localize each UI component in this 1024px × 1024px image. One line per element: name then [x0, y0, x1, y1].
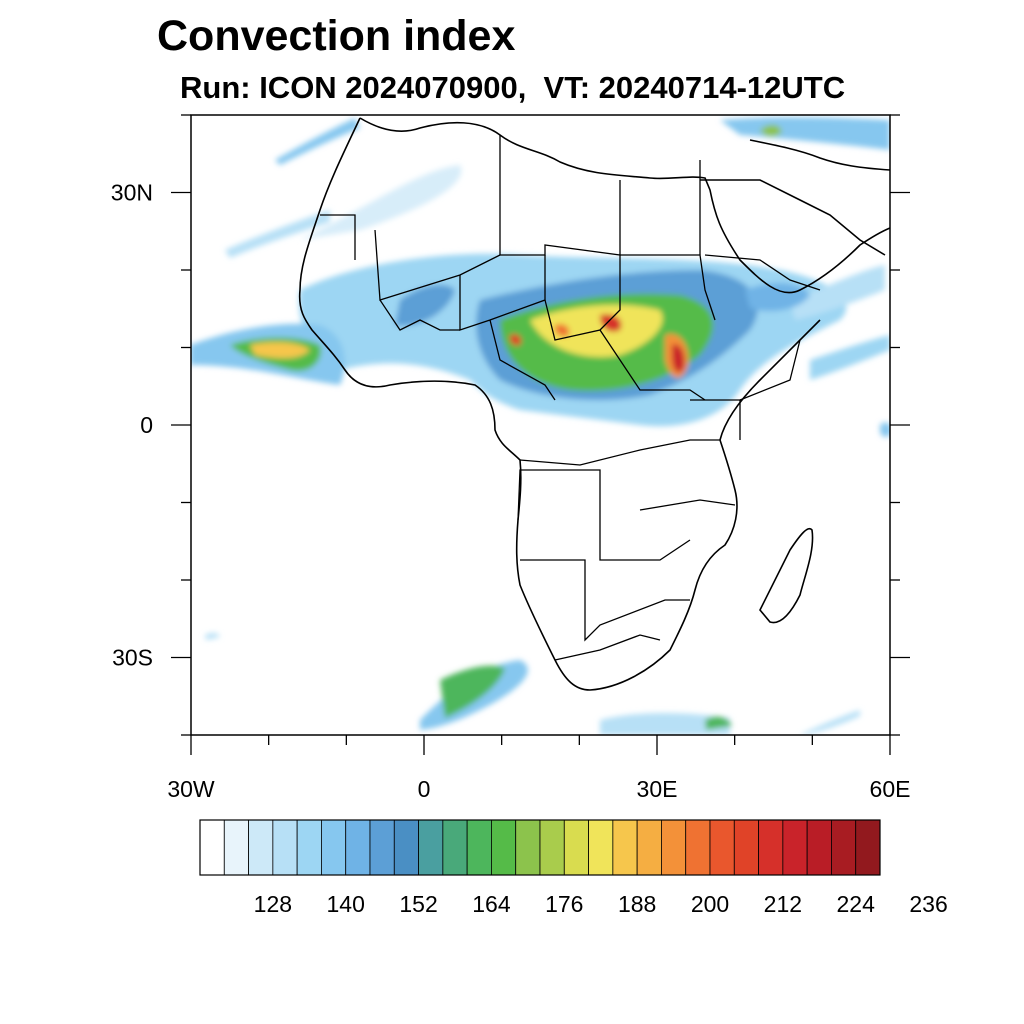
colorbar-swatch: [248, 819, 274, 876]
country-borders: [320, 135, 821, 661]
colorbar-swatch: [515, 819, 541, 876]
colorbar-swatch: [831, 819, 857, 876]
map-title: Convection index: [157, 12, 516, 60]
colorbar-swatch: [661, 819, 687, 876]
colorbar-swatch: [758, 819, 784, 876]
lat-tick-label: 0: [140, 412, 153, 438]
lon-tick-label: 30E: [637, 776, 678, 802]
lon-tick-label: 30W: [167, 776, 215, 802]
lon-tick-label: 0: [418, 776, 431, 802]
colorbar-swatch: [806, 819, 832, 876]
lat-tick-label: 30S: [112, 645, 153, 671]
colorbar-swatch: [418, 819, 444, 876]
colorbar-label: 224: [837, 891, 876, 917]
colorbar-label: 128: [254, 891, 292, 917]
colorbar-labels: 128 140 152 164 176 188 200 212 224 236: [254, 891, 948, 917]
lon-tick-label: 60E: [870, 776, 911, 802]
colorbar-swatch: [782, 819, 808, 876]
colorbar-swatch: [345, 819, 371, 876]
colorbar-swatch: [199, 819, 225, 876]
colorbar-swatch: [296, 819, 322, 876]
colorbar-swatch: [466, 819, 492, 876]
plot-frame: [190, 114, 891, 736]
colorbar: [199, 819, 881, 876]
axis-tick-labels: 30N 0 30S 30W 0 30E 60E: [111, 180, 911, 803]
colorbar-swatch: [393, 819, 419, 876]
colorbar-swatch: [369, 819, 395, 876]
colorbar-label: 176: [545, 891, 583, 917]
colorbar-swatch: [588, 819, 614, 876]
axis-ticks: [171, 114, 910, 755]
colorbar-label: 236: [909, 891, 947, 917]
colorbar-swatch: [855, 819, 881, 876]
colorbar-label: 212: [764, 891, 802, 917]
colorbar-swatch: [612, 819, 638, 876]
colorbar-swatch: [539, 819, 565, 876]
colorbar-swatch: [733, 819, 759, 876]
lat-tick-label: 30N: [111, 180, 153, 206]
colorbar-frame: [199, 819, 881, 876]
colorbar-swatch: [272, 819, 298, 876]
colorbar-label: 152: [399, 891, 437, 917]
colorbar-label: 140: [327, 891, 365, 917]
colorbar-swatch: [563, 819, 589, 876]
colorbar-label: 200: [691, 891, 729, 917]
colorbar-swatch: [491, 819, 517, 876]
colorbar-label: 164: [472, 891, 511, 917]
colorbar-swatch: [442, 819, 468, 876]
map-subtitle: Run: ICON 2024070900, VT: 20240714-12UTC: [180, 70, 846, 105]
colorbar-label: 188: [618, 891, 656, 917]
colorbar-swatch: [685, 819, 711, 876]
colorbar-swatch: [223, 819, 249, 876]
colorbar-swatch: [321, 819, 347, 876]
convection-field: [191, 117, 890, 735]
coastlines: [298, 117, 890, 691]
colorbar-swatch: [709, 819, 735, 876]
colorbar-swatch: [636, 819, 662, 876]
